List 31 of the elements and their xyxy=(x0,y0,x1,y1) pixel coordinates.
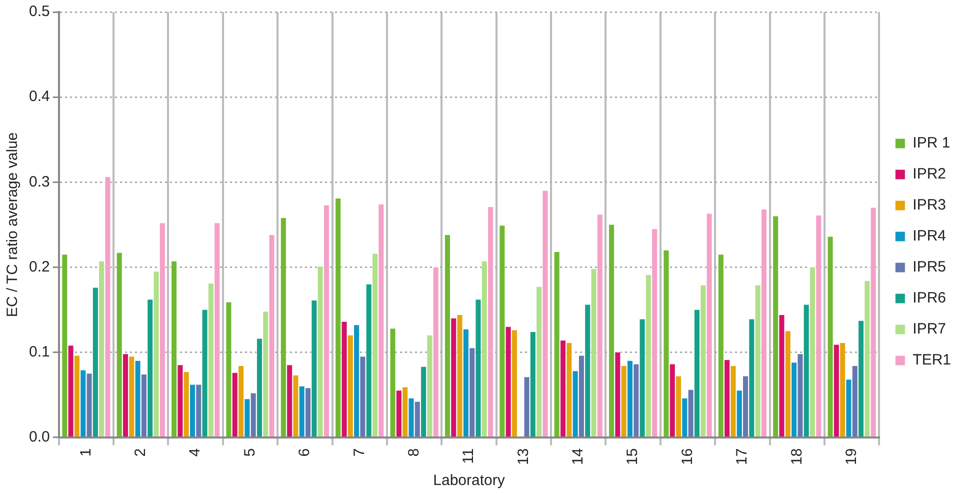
x-tick-label: 2 xyxy=(132,448,150,457)
x-tick-label: 18 xyxy=(788,448,806,466)
x-tick-label: 4 xyxy=(186,448,204,457)
y-tick-label: 0.0 xyxy=(28,428,50,446)
legend-label: IPR4 xyxy=(912,228,946,245)
x-tick-label: 5 xyxy=(241,448,258,457)
x-tick-label: 17 xyxy=(734,448,751,466)
x-tick-label: 1 xyxy=(77,448,94,457)
x-tick-label: 6 xyxy=(296,448,314,457)
y-tick-label: 0.4 xyxy=(28,88,50,106)
legend-label: TER1 xyxy=(912,352,951,369)
x-tick-label: 11 xyxy=(460,448,478,464)
legend-label: IPR6 xyxy=(912,290,946,307)
x-tick-label: 7 xyxy=(350,448,368,457)
legend-label: IPR 1 xyxy=(912,134,950,152)
y-tick-label: 0.2 xyxy=(28,258,50,276)
y-axis-title: EC / TC ratio average value xyxy=(4,132,22,318)
x-tick-label: 15 xyxy=(624,448,642,466)
x-axis-title: Laboratory xyxy=(433,472,506,490)
legend-label: IPR7 xyxy=(912,320,946,338)
legend-label: IPR2 xyxy=(912,166,946,183)
x-tick-label: 13 xyxy=(514,448,532,466)
y-tick-label: 0.5 xyxy=(28,3,50,20)
legend-label: IPR3 xyxy=(912,196,946,214)
x-tick-label: 8 xyxy=(405,448,422,457)
legend-label: IPR5 xyxy=(912,258,946,276)
x-tick-label: 16 xyxy=(678,448,696,466)
y-tick-label: 0.3 xyxy=(28,173,50,190)
y-tick-label: 0.1 xyxy=(28,343,50,360)
x-tick-label: 14 xyxy=(570,448,587,466)
x-tick-label: 19 xyxy=(842,448,860,466)
